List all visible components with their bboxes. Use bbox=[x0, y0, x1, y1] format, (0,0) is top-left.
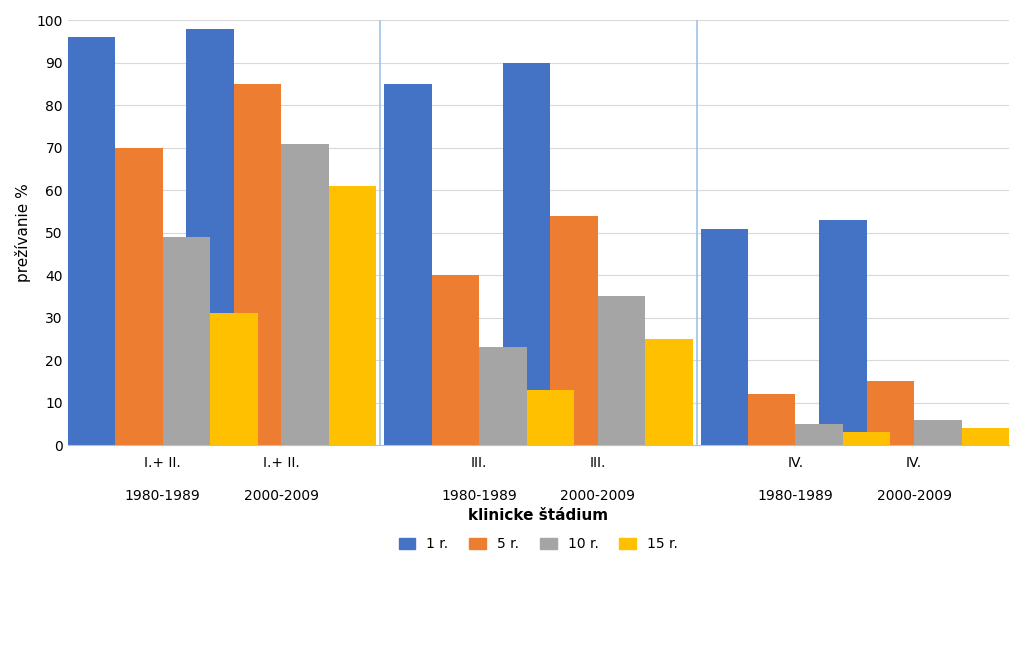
Bar bbox=[163, 237, 210, 445]
X-axis label: klinicke štádium: klinicke štádium bbox=[468, 508, 608, 523]
Bar bbox=[116, 148, 163, 445]
Bar bbox=[233, 84, 282, 445]
Bar bbox=[819, 220, 866, 445]
Bar bbox=[962, 428, 1009, 445]
Bar bbox=[866, 381, 914, 445]
Bar bbox=[843, 432, 890, 445]
Bar bbox=[503, 63, 550, 445]
Bar bbox=[210, 313, 258, 445]
Bar bbox=[645, 339, 692, 445]
Bar bbox=[700, 228, 748, 445]
Bar bbox=[432, 275, 479, 445]
Bar bbox=[796, 424, 843, 445]
Legend: 1 r., 5 r., 10 r., 15 r.: 1 r., 5 r., 10 r., 15 r. bbox=[393, 532, 684, 557]
Bar bbox=[748, 394, 796, 445]
Bar bbox=[384, 84, 432, 445]
Bar bbox=[329, 186, 376, 445]
Bar bbox=[479, 348, 526, 445]
Bar bbox=[186, 29, 233, 445]
Bar bbox=[526, 390, 574, 445]
Bar bbox=[282, 144, 329, 445]
Bar bbox=[550, 216, 598, 445]
Bar bbox=[598, 297, 645, 445]
Bar bbox=[914, 420, 962, 445]
Y-axis label: prežívanie %: prežívanie % bbox=[15, 183, 31, 282]
Bar bbox=[68, 38, 116, 445]
